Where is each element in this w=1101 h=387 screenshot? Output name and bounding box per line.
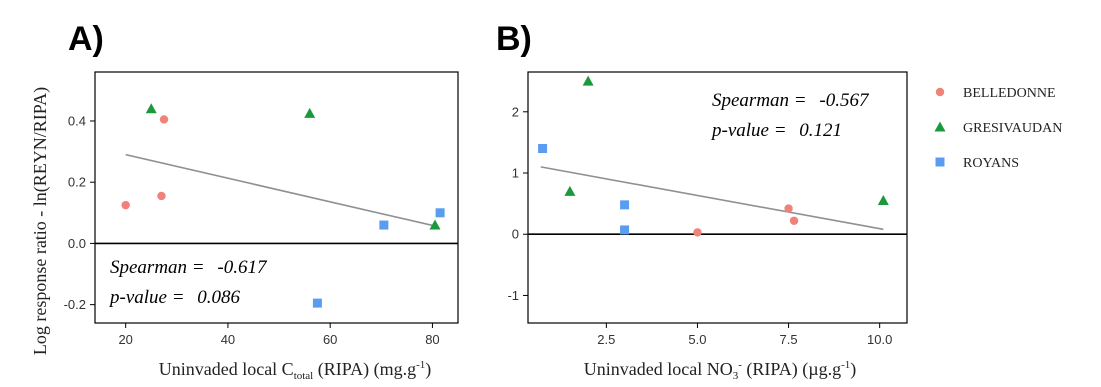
panel-a-x-tick-label: 20 bbox=[118, 332, 132, 347]
panel-a-label: A) bbox=[68, 20, 104, 58]
panel-b-x-tick-label: 10.0 bbox=[867, 332, 892, 347]
legend-label-gresivaudan: GRESIVAUDAN bbox=[963, 121, 1062, 136]
panel-b: B) 2.5 5.0 7.5 10.0 -1 0 1 2 Uninvaded local NO… bbox=[496, 20, 908, 382]
panel-b-x-axis-title: Uninvaded local NO3- (RIPA) (µg.g-1) bbox=[584, 359, 857, 382]
panel-a-spearman-text: Spearman = -0.617 bbox=[110, 257, 268, 278]
panel-b-spearman-text: Spearman = -0.567 bbox=[712, 90, 870, 111]
panel-b-x-tick-label: 7.5 bbox=[780, 332, 798, 347]
panel-b-point-royans bbox=[620, 225, 630, 235]
panel-a-point-royans bbox=[435, 208, 445, 218]
panel-a-y-tick-label: 0.4 bbox=[68, 113, 86, 128]
panel-b-regression-line bbox=[540, 166, 884, 231]
panel-a-point-belledonne bbox=[157, 191, 166, 201]
panel-b-pvalue-text: p-value = 0.121 bbox=[710, 120, 842, 141]
panel-b-point-belledonne bbox=[789, 216, 799, 225]
panel-a-point-gresivaudan bbox=[304, 107, 316, 118]
panel-a-y-tick-label: -0.2 bbox=[64, 297, 86, 312]
panel-b-plot-frame bbox=[527, 71, 908, 324]
panel-b-y-tick-label: 2 bbox=[512, 104, 519, 119]
panel-a-x-tick-label: 40 bbox=[221, 332, 235, 347]
panel-b-point-gresivaudan bbox=[877, 195, 889, 206]
panel-a-point-gresivaudan bbox=[145, 103, 157, 114]
legend-marker-belledonne bbox=[935, 87, 945, 97]
panel-a: A) 20 40 60 80 -0.2 0.0 0.2 0.4 Uninvaded local… bbox=[64, 20, 459, 382]
panel-b-point-belledonne bbox=[693, 228, 702, 237]
panel-a-point-royans bbox=[312, 298, 322, 308]
panel-a-x-axis-title: Uninvaded local Ctotal (RIPA) (mg.g-1) bbox=[159, 359, 432, 382]
panel-a-x-tick-label: 60 bbox=[323, 332, 337, 347]
panel-a-marks: 20 40 60 80 -0.2 0.0 0.2 0.4 bbox=[64, 103, 458, 347]
panel-a-point-belledonne bbox=[159, 115, 169, 124]
legend-label-belledonne: BELLEDONNE bbox=[963, 86, 1056, 101]
panel-b-label: B) bbox=[496, 20, 532, 58]
legend-label-royans: ROYANS bbox=[963, 156, 1019, 171]
legend: BELLEDONNE GRESIVAUDAN ROYANS bbox=[934, 86, 1062, 171]
panel-a-point-gresivaudan bbox=[429, 219, 441, 230]
panel-a-x-tick-label: 80 bbox=[425, 332, 439, 347]
y-axis-title: Log response ratio - ln(REYN/RIPA) bbox=[30, 87, 51, 355]
panel-a-point-belledonne bbox=[121, 200, 130, 210]
panel-b-y-tick-label: 1 bbox=[512, 166, 519, 181]
panel-b-point-gresivaudan bbox=[564, 185, 576, 196]
panel-b-x-tick-label: 5.0 bbox=[688, 332, 706, 347]
panel-b-x-tick-label: 2.5 bbox=[597, 332, 615, 347]
panel-b-point-gresivaudan bbox=[582, 75, 594, 86]
panel-a-plot-frame bbox=[94, 71, 459, 324]
panel-a-y-tick-label: 0.2 bbox=[68, 175, 86, 190]
panel-b-point-belledonne bbox=[784, 204, 793, 213]
panel-b-point-royans bbox=[620, 200, 630, 210]
panel-b-marks: 2.5 5.0 7.5 10.0 -1 0 1 2 bbox=[507, 75, 907, 347]
panel-a-point-royans bbox=[379, 220, 389, 230]
panel-a-regression-line bbox=[125, 153, 438, 228]
panel-b-y-tick-label: -1 bbox=[507, 288, 519, 303]
legend-marker-royans bbox=[935, 157, 945, 167]
panel-b-point-royans bbox=[538, 144, 548, 154]
panel-b-y-tick-label: 0 bbox=[512, 227, 519, 242]
legend-marker-gresivaudan bbox=[934, 121, 946, 132]
panel-a-pvalue-text: p-value = 0.086 bbox=[108, 287, 241, 308]
panel-a-y-tick-label: 0.0 bbox=[68, 236, 86, 251]
